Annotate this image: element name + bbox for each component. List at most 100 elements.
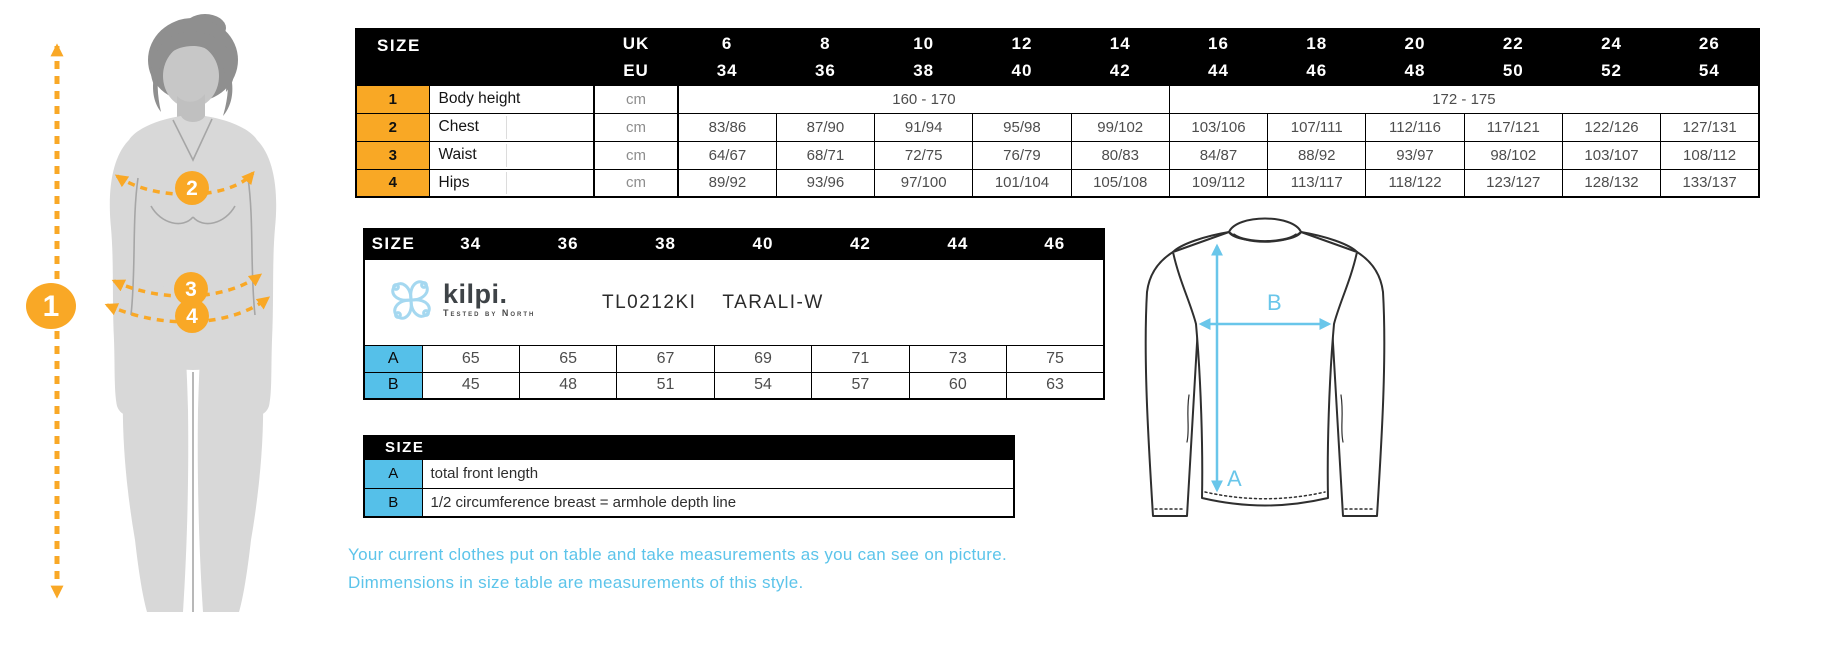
uk-row-label: UK — [594, 29, 679, 57]
hips-row: 4 Hips cm 89/92 93/96 97/100 101/104 105… — [355, 168, 1760, 198]
note-line: Your current clothes put on table and ta… — [348, 545, 1008, 564]
body-measurement-figure: 1 2 3 4 — [26, 14, 277, 612]
value-cell: 69 — [713, 344, 813, 373]
product-header-cell: kilpi. Tested by North TL0212KI TARALI-W — [363, 258, 1105, 346]
note-line: Dimmensions in size table are measuremen… — [348, 573, 804, 592]
uk-size-header: 20 — [1365, 29, 1465, 57]
product-size-header: 42 — [811, 229, 910, 259]
row-label-cell: Body height — [428, 84, 595, 114]
value-cell: 75 — [1006, 344, 1105, 373]
value-cell: 87/90 — [775, 112, 876, 142]
value-cell: 63 — [1006, 371, 1105, 400]
row-label-cell: Hips — [428, 168, 595, 198]
badge-4: 4 — [186, 305, 198, 328]
value-cell: 76/79 — [972, 140, 1072, 170]
kilpi-logo: kilpi. Tested by North — [387, 276, 535, 324]
unit-cell: cm — [593, 140, 680, 170]
uk-size-header: 16 — [1169, 29, 1268, 57]
row-label-cell: Waist — [428, 140, 595, 170]
row-number-cell: 1 — [355, 84, 430, 114]
measurement-arrows — [1198, 243, 1332, 493]
value-cell: 103/106 — [1168, 112, 1269, 142]
eu-size-header: 54 — [1660, 57, 1759, 85]
uk-size-header: 14 — [1071, 29, 1170, 57]
eu-size-header: 40 — [972, 57, 1072, 85]
row-label-cell: Chest — [428, 112, 595, 142]
measurement-notes: Your current clothes put on table and ta… — [348, 541, 1007, 597]
value-cell: 65 — [421, 344, 520, 373]
value-cell: 95/98 — [972, 112, 1072, 142]
unit-cell: cm — [593, 168, 680, 198]
value-cell: 65 — [518, 344, 618, 373]
uk-size-header: 10 — [874, 29, 973, 57]
product-size-table: kilpi. Tested by North TL0212KI TARALI-W … — [363, 228, 1105, 400]
uk-size-header: 22 — [1464, 29, 1563, 57]
uk-size-header: 24 — [1562, 29, 1661, 57]
unit-cell: cm — [593, 112, 680, 142]
legend-title: SIZE — [364, 436, 1014, 459]
product-size-header: 36 — [519, 229, 617, 259]
measurement-b-row: B 45 48 51 54 57 60 63 — [363, 371, 1105, 400]
garment-measurement-diagram: A B — [1144, 217, 1386, 517]
uk-size-header: 6 — [678, 29, 777, 57]
value-cell: 67 — [616, 344, 715, 373]
value-cell: 109/112 — [1168, 168, 1269, 198]
value-cell: 89/92 — [677, 168, 777, 198]
brand-tagline: Tested by North — [443, 308, 536, 318]
row-number-cell: 4 — [355, 168, 430, 198]
value-cell: 99/102 — [1070, 112, 1170, 142]
value-cell: 84/87 — [1168, 140, 1269, 170]
product-size-title: SIZE — [364, 229, 422, 259]
value-cell: 123/127 — [1463, 168, 1563, 198]
body-size-table: SIZE UK 6 8 10 12 14 16 18 20 22 24 26 E… — [355, 28, 1760, 198]
eu-size-header: 36 — [776, 57, 875, 85]
value-cell: 91/94 — [874, 112, 974, 142]
eu-size-header: 34 — [678, 57, 777, 85]
eu-size-header: 50 — [1464, 57, 1563, 85]
product-table-header: SIZE 34 36 38 40 42 44 46 — [364, 229, 1104, 259]
row-b-label: B — [363, 371, 423, 400]
kilpi-knot-icon — [391, 279, 431, 320]
value-cell: 113/117 — [1267, 168, 1367, 198]
shirt-outline — [1144, 217, 1386, 517]
product-code: TL0212KI TARALI-W — [602, 292, 824, 314]
value-cell: 118/122 — [1365, 168, 1465, 198]
badge-2: 2 — [186, 177, 198, 200]
badge-3: 3 — [185, 278, 197, 301]
legend-b-label: B — [363, 487, 423, 518]
measurement-a-row: A 65 65 67 69 71 73 75 — [363, 344, 1105, 373]
value-cell: 127/131 — [1660, 112, 1760, 142]
value-cell: 117/121 — [1463, 112, 1563, 142]
size-table-title: SIZE — [356, 29, 595, 85]
body-height-row: 1 Body height cm 160 - 170 172 - 175 — [355, 84, 1760, 114]
value-cell: 51 — [616, 371, 715, 400]
uk-size-header: 8 — [776, 29, 875, 57]
value-cell: 72/75 — [874, 140, 974, 170]
eu-size-header: 38 — [874, 57, 973, 85]
chest-row: 2 Chest cm 83/86 87/90 91/94 95/98 99/10… — [355, 112, 1760, 142]
value-cell: 103/107 — [1561, 140, 1662, 170]
value-cell: 54 — [713, 371, 813, 400]
value-cell: 88/92 — [1267, 140, 1367, 170]
eu-size-header: 52 — [1562, 57, 1661, 85]
eu-size-header: 48 — [1365, 57, 1465, 85]
value-cell: 45 — [421, 371, 520, 400]
value-cell: 83/86 — [677, 112, 777, 142]
value-cell: 71 — [811, 344, 910, 373]
row-a-label: A — [363, 344, 423, 373]
value-cell: 160 - 170 — [677, 84, 1170, 114]
row-number-cell: 3 — [355, 140, 430, 170]
legend-row-a: A total front length — [363, 458, 1015, 489]
eu-size-header: 46 — [1267, 57, 1366, 85]
waist-row: 3 Waist cm 64/67 68/71 72/75 76/79 80/83… — [355, 140, 1760, 170]
uk-size-header: 18 — [1267, 29, 1366, 57]
badge-1: 1 — [43, 290, 60, 323]
measurement-badges: 1 2 3 4 — [26, 171, 209, 333]
uk-size-header: 12 — [972, 29, 1072, 57]
product-size-header: 40 — [714, 229, 812, 259]
chest-measure-curve — [114, 171, 255, 197]
eu-size-header: 42 — [1071, 57, 1170, 85]
value-cell: 107/111 — [1267, 112, 1367, 142]
value-cell: 112/116 — [1365, 112, 1465, 142]
product-name-value: TARALI-W — [722, 291, 824, 313]
